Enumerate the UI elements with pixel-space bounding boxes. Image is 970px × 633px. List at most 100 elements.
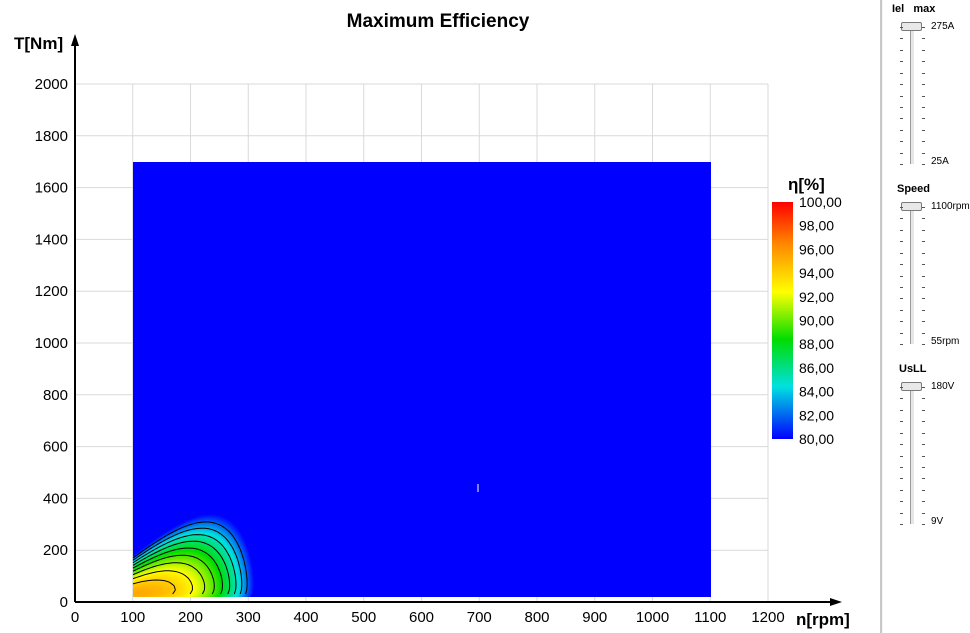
x-tick-labels: 0 100 200 300 400 500 600 700 800 900 1000 1100 1200 [71,609,785,626]
slider-tick [900,410,903,411]
slider-tick [922,27,925,28]
usll-min-label: 9V [931,516,944,527]
slider-tick [922,387,925,388]
speed-title: Speed [897,183,931,195]
colorbar-tick-label: 88,00 [799,336,834,352]
x-tick-label: 200 [178,609,203,626]
slider-tick [900,524,903,525]
slider-tick [900,421,903,422]
speed-slider-track[interactable] [910,202,915,344]
x-axis-arrow [830,598,842,606]
x-tick-label: 400 [293,609,318,626]
slider-tick [900,61,903,62]
slider-tick [922,38,925,39]
slider-tick [900,467,903,468]
x-tick-label: 800 [524,609,549,626]
slider-tick [900,433,903,434]
contour-line [132,570,193,595]
slider-tick [922,241,925,242]
slider-tick [922,410,925,411]
contour-line [132,579,176,595]
slider-tick [900,344,903,345]
slider-tick [922,444,925,445]
slider-tick [922,130,925,131]
slider-tick [922,73,925,74]
x-tick-label: 100 [120,609,145,626]
iel-max-min-label: 25A [931,156,949,167]
slider-tick [922,287,925,288]
speed-min-label: 55rpm [931,336,960,347]
chart-title: Maximum Efficiency [347,11,530,32]
panel-divider [880,0,883,633]
control-panel: Iel max 275A 25A Speed 1100rpm 55rpm UsL… [880,0,970,633]
slider-tick [900,333,903,334]
slider-tick [922,153,925,154]
slider-tick [900,73,903,74]
y-tick-label: 2000 [35,76,68,93]
y-axis-label: T[Nm] [14,34,63,53]
slider-tick [900,50,903,51]
y-tick-label: 1000 [35,335,68,352]
slider-tick [922,96,925,97]
y-tick-labels: 0 200 400 600 800 1000 1200 1400 1600 1800 2000 [35,76,68,611]
x-axis-label: n[rpm] [796,610,850,629]
slider-tick [922,164,925,165]
colorbar: η[%] 100,00 98,00 96,00 94,00 92,00 90,00 88,0… [772,175,842,447]
y-tick-label: 800 [43,387,68,404]
slider-tick [922,230,925,231]
iel-max-title: Iel max [892,3,936,15]
x-tick-label: 1000 [636,609,669,626]
slider-tick [900,164,903,165]
slider-tick [900,321,903,322]
colorbar-tick-label: 84,00 [799,384,834,400]
slider-tick [922,218,925,219]
slider-tick [900,264,903,265]
y-tick-label: 400 [43,490,68,507]
colorbar-tick-label: 92,00 [799,289,834,305]
colorbar-tick-label: 98,00 [799,218,834,234]
slider-tick [900,230,903,231]
slider-tick [922,61,925,62]
efficiency-heatmap [133,162,711,597]
usll-max-label: 180V [931,381,955,392]
slider-tick [900,27,903,28]
slider-tick [900,456,903,457]
slider-tick [900,118,903,119]
contour-line [132,554,215,595]
contour-line [132,562,206,595]
efficiency-chart: Maximum Efficiency 0 100 200 300 400 500 600 70… [14,11,850,629]
y-tick-label: 0 [60,594,68,611]
slider-tick [922,321,925,322]
slider-tick [900,153,903,154]
slider-tick [900,444,903,445]
y-tick-label: 600 [43,439,68,456]
x-tick-label: 300 [236,609,261,626]
iel-max-slider-track[interactable] [910,22,915,164]
slider-tick [922,501,925,502]
contour-line [132,534,237,595]
colorbar-tick-label: 86,00 [799,360,834,376]
slider-tick [900,96,903,97]
speed-slider-thumb[interactable] [901,202,922,211]
contour-line [132,521,248,595]
slider-tick [900,130,903,131]
usll-slider-thumb[interactable] [901,382,922,391]
x-tick-label: 1100 [694,609,726,626]
slider-tick [922,513,925,514]
contour-line [132,547,223,595]
slider-tick [900,241,903,242]
y-tick-label: 1200 [35,283,68,300]
slider-tick [922,398,925,399]
slider-tick [900,387,903,388]
x-tick-label: 900 [582,609,607,626]
usll-slider-track[interactable] [910,382,915,524]
iel-max-slider-thumb[interactable] [901,22,922,31]
slider-tick [922,276,925,277]
x-tick-label: 600 [409,609,434,626]
slider-tick [922,118,925,119]
slider-tick [922,524,925,525]
slider-tick [900,207,903,208]
slider-tick [900,107,903,108]
axes [71,34,842,606]
slider-tick [922,490,925,491]
